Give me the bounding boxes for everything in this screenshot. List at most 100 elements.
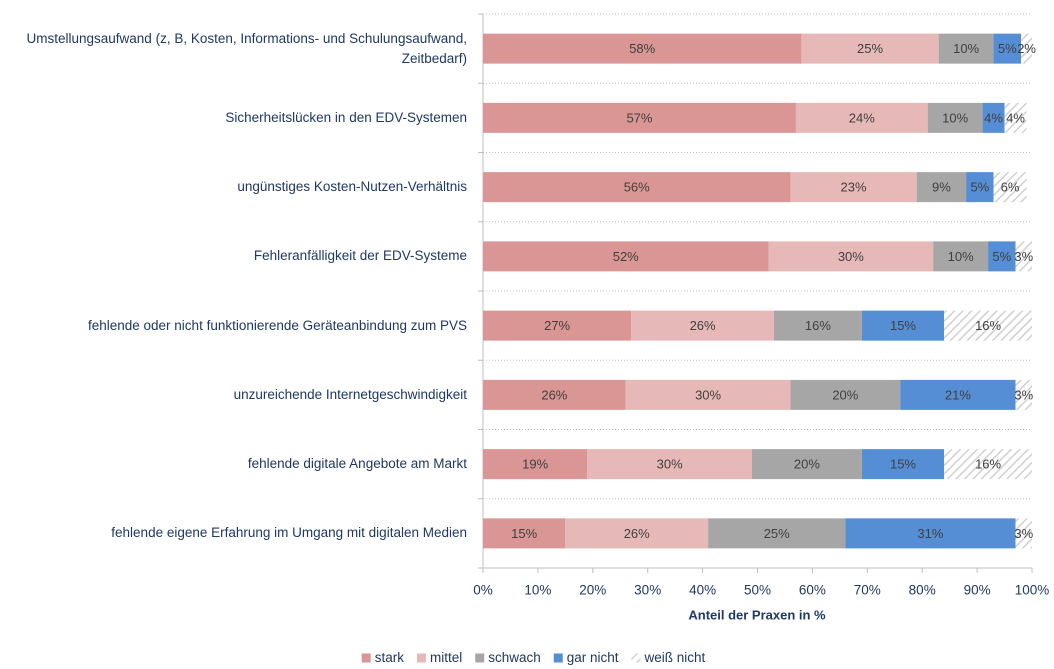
data-label: 10% — [948, 249, 974, 264]
legend-label: schwach — [488, 650, 541, 665]
category-label: fehlende eigene Erfahrung im Umgang mit … — [111, 525, 467, 541]
data-label: 58% — [629, 41, 655, 56]
data-label: 31% — [917, 526, 943, 541]
data-label: 26% — [690, 318, 716, 333]
data-label: 4% — [984, 110, 1003, 125]
x-tick-label: 40% — [689, 583, 716, 598]
bar-segment — [944, 310, 1032, 341]
data-label: 19% — [522, 457, 548, 472]
data-label: 20% — [832, 387, 858, 402]
bar-segment — [944, 449, 1032, 480]
data-label: 10% — [953, 41, 979, 56]
legend-label: weiß nicht — [644, 650, 706, 665]
x-tick-label: 70% — [854, 583, 881, 598]
data-label: 26% — [624, 526, 650, 541]
data-label: 52% — [613, 249, 639, 264]
data-label: 5% — [970, 180, 989, 195]
bar-segment — [483, 102, 796, 133]
x-tick-label: 10% — [524, 583, 551, 598]
bar-segment — [752, 449, 862, 480]
bar-segment — [861, 449, 945, 480]
x-tick-label: 90% — [964, 583, 991, 598]
data-label: 25% — [764, 526, 790, 541]
x-tick-label: 20% — [579, 583, 606, 598]
bar-segment — [483, 449, 588, 480]
bar-segment — [565, 518, 709, 549]
legend-swatch — [553, 653, 563, 663]
data-label: 9% — [932, 180, 951, 195]
data-label: 56% — [624, 180, 650, 195]
bar-segment — [483, 33, 802, 64]
bar-segment — [708, 518, 846, 549]
data-label: 16% — [975, 457, 1001, 472]
category-label: Sicherheitslücken in den EDV-Systemen — [225, 109, 467, 125]
data-label: 27% — [544, 318, 570, 333]
category-label: fehlende digitale Angebote am Markt — [247, 456, 467, 472]
bar-segment — [900, 379, 1016, 410]
data-label: 23% — [841, 180, 867, 195]
data-label: 30% — [657, 457, 683, 472]
category-label: fehlende oder nicht funktionierende Gerä… — [87, 317, 467, 333]
bar-segment — [1015, 379, 1032, 410]
data-label: 30% — [695, 387, 721, 402]
bar-segment — [483, 379, 626, 410]
x-tick-label: 80% — [909, 583, 936, 598]
data-label: 25% — [857, 41, 883, 56]
bar-segment — [1004, 102, 1027, 133]
data-label: 21% — [945, 387, 971, 402]
data-label: 3% — [1014, 387, 1033, 402]
legend-swatch — [475, 653, 485, 663]
bar-segment — [938, 33, 994, 64]
bar-segment — [483, 172, 791, 203]
data-label: 16% — [805, 318, 831, 333]
data-label: 24% — [849, 110, 875, 125]
data-label: 3% — [1014, 526, 1033, 541]
bar-segment — [993, 33, 1022, 64]
bar-segment — [795, 102, 928, 133]
bar-segment — [916, 172, 967, 203]
category-label: Umstellungsaufwand (z, B, Kosten, Inform… — [26, 30, 468, 66]
bar-segment — [927, 102, 983, 133]
bar-segment — [768, 241, 934, 272]
legend-swatch — [416, 653, 426, 663]
bar-segment — [861, 310, 945, 341]
data-label: 6% — [1001, 180, 1020, 195]
x-tick-label: 100% — [1015, 583, 1050, 598]
legend-label: stark — [375, 650, 405, 665]
legend-label: gar nicht — [567, 650, 619, 665]
bar-segment — [982, 102, 1005, 133]
data-label: 20% — [794, 457, 820, 472]
bar-segment — [966, 172, 994, 203]
data-label: 2% — [1017, 41, 1036, 56]
x-tick-label: 50% — [744, 583, 771, 598]
data-label: 30% — [838, 249, 864, 264]
bar-segment — [801, 33, 939, 64]
legend-swatch — [631, 653, 641, 663]
data-label: 57% — [626, 110, 652, 125]
x-axis-title: Anteil der Praxen in % — [688, 607, 826, 622]
x-tick-label: 60% — [799, 583, 826, 598]
bar-segment — [1015, 241, 1032, 272]
bar-segment — [587, 449, 753, 480]
category-label: Fehleranfälligkeit der EDV-Systeme — [253, 248, 467, 264]
bar-segment — [483, 241, 769, 272]
bar-segment — [1015, 518, 1032, 549]
legend-label: mittel — [430, 650, 462, 665]
data-label: 10% — [942, 110, 968, 125]
data-label: 26% — [541, 387, 567, 402]
bar-segment — [790, 172, 917, 203]
data-label: 5% — [998, 41, 1017, 56]
data-label: 3% — [1014, 249, 1033, 264]
data-label: 15% — [890, 318, 916, 333]
data-label: 4% — [1006, 110, 1025, 125]
data-label: 16% — [975, 318, 1001, 333]
bar-segment — [483, 310, 632, 341]
bar-segment — [483, 518, 566, 549]
data-label: 15% — [511, 526, 537, 541]
legend-swatch — [361, 653, 371, 663]
category-label: ungünstiges Kosten-Nutzen-Verhältnis — [237, 179, 467, 195]
category-label: unzureichende Internetgeschwindigkeit — [233, 386, 467, 402]
bar-segment — [933, 241, 989, 272]
